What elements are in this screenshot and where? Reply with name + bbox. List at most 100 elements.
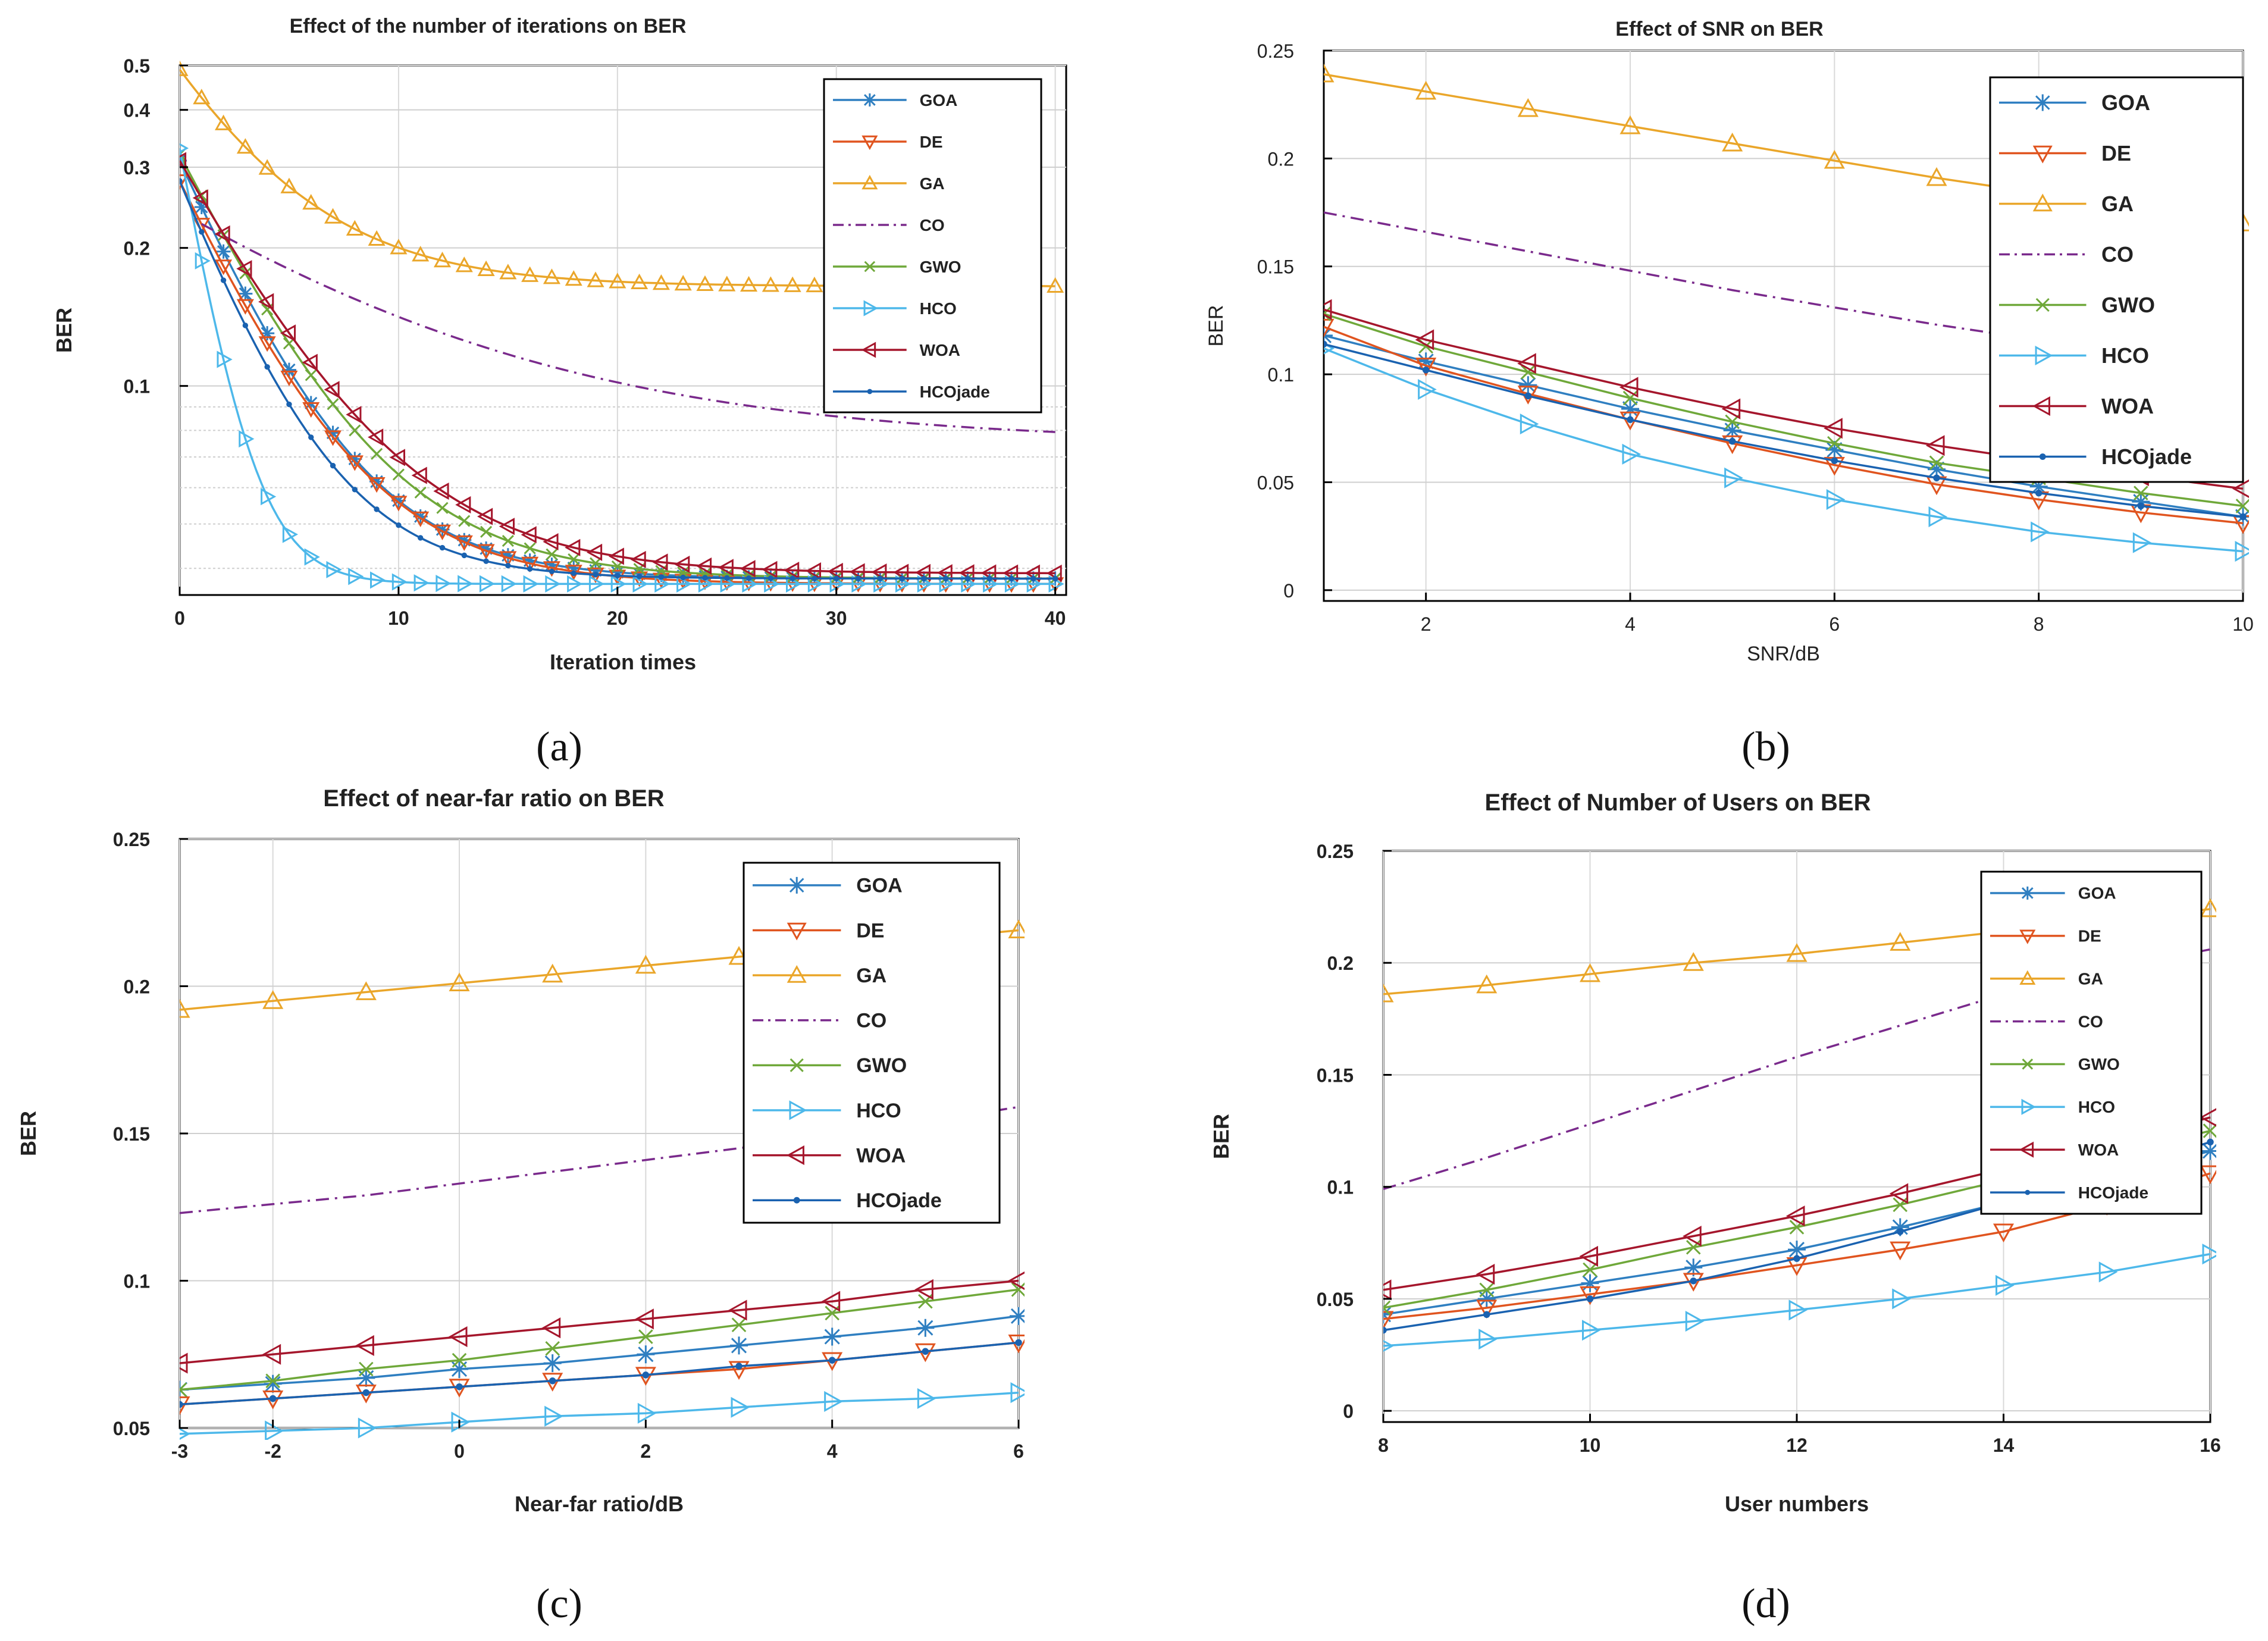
point-d-GOA-3 — [1684, 1258, 1703, 1277]
point-a-HCO-10 — [391, 573, 408, 591]
xtick-label-a-0: 0 — [174, 607, 185, 629]
line-b-GWO — [1324, 312, 2244, 508]
legend-label-a-WOA: WOA — [920, 341, 960, 359]
xtick-label-b-0: 2 — [1421, 613, 1431, 635]
point-a-GA-12 — [433, 252, 452, 268]
point-a-GA-23 — [674, 275, 692, 291]
point-a-HCOjade-20 — [615, 572, 621, 579]
point-d-WOA-1 — [1476, 1263, 1495, 1285]
point-a-DE-13 — [455, 535, 473, 552]
point-b-HCOjade-9 — [2239, 513, 2247, 521]
legend-label-b-CO: CO — [2101, 242, 2134, 267]
xtick-label-c-3: 2 — [640, 1440, 651, 1462]
point-d-GOA-5 — [1891, 1218, 1909, 1236]
point-a-HCO-13 — [458, 575, 474, 593]
point-a-WOA-3 — [236, 260, 252, 278]
point-d-WOA-8 — [2199, 1108, 2216, 1127]
point-a-WOA-12 — [433, 482, 449, 500]
point-a-GA-29 — [806, 276, 823, 293]
point-a-WOA-22 — [652, 553, 668, 571]
point-a-GA-25 — [718, 275, 736, 292]
point-a-HCOjade-37 — [986, 575, 992, 582]
point-a-HCOjade-23 — [680, 574, 686, 581]
point-d-WOA-5 — [1889, 1183, 1909, 1204]
point-b-GOA-2 — [1519, 376, 1537, 394]
point-a-DE-2 — [215, 259, 233, 275]
point-a-HCO-2 — [217, 350, 233, 368]
point-c-GOA-7 — [823, 1327, 841, 1346]
legend-label-b-GWO: GWO — [2101, 293, 2155, 317]
legend-box-b — [1989, 76, 2244, 483]
x-axis-label-a: Iteration times — [550, 650, 696, 674]
point-a-DE-8 — [346, 455, 364, 471]
legend-box-a — [823, 78, 1042, 414]
point-a-GWO-6 — [305, 369, 317, 381]
point-b-GA-5 — [1824, 149, 1845, 169]
point-a-HCOjade-29 — [812, 575, 817, 581]
point-d-HCO-5 — [1892, 1288, 1911, 1310]
ticks-b: 2 4 6 8 10 0 0.05 0.1 0.15 0.2 0.25 — [1257, 40, 2254, 635]
point-b-GA-0 — [1324, 63, 1335, 83]
point-b-WOA-3 — [1619, 377, 1639, 398]
series-HCO — [1383, 1244, 2216, 1352]
xtick-label-a-1: 10 — [388, 607, 409, 629]
point-a-HCO-19 — [588, 575, 605, 593]
ytick-label-b-5: 0.25 — [1257, 40, 1294, 62]
point-c-HCOjade-2 — [362, 1389, 370, 1396]
ytick-label-d-5: 0.25 — [1317, 841, 1354, 862]
point-a-HCO-7 — [326, 560, 342, 578]
point-a-GOA-7 — [325, 425, 340, 440]
point-b-WOA-9 — [2232, 479, 2249, 498]
point-a-DE-0 — [180, 174, 189, 190]
caption-b: (b) — [1741, 724, 1790, 770]
point-c-HCO-5 — [637, 1402, 657, 1424]
legend-label-a-CO: CO — [920, 216, 945, 234]
point-a-GA-15 — [499, 264, 517, 280]
point-a-WOA-11 — [411, 466, 427, 484]
chart-title-d: Effect of Number of Users on BER — [1485, 790, 1871, 816]
point-a-GOA-4 — [260, 326, 275, 341]
point-b-HCO-8 — [2132, 532, 2152, 553]
point-a-HCO-8 — [348, 568, 364, 585]
point-c-WOA-6 — [728, 1299, 747, 1321]
point-c-GOA-2 — [357, 1368, 375, 1387]
legend-label-c-GA: GA — [856, 964, 886, 987]
line-d-HCO — [1383, 1252, 2211, 1347]
point-b-HCOjade-2 — [1524, 392, 1532, 400]
ytick-label-b-4: 0.2 — [1268, 148, 1294, 170]
point-d-HCOjade-3 — [1690, 1277, 1697, 1285]
legend-label-a-GOA: GOA — [920, 91, 958, 109]
point-c-WOA-8 — [914, 1279, 933, 1300]
point-b-HCO-9 — [2235, 541, 2249, 562]
point-a-GOA-14 — [479, 541, 494, 556]
point-a-HCO-5 — [282, 525, 299, 543]
point-a-GA-14 — [477, 260, 495, 276]
point-c-GA-1 — [262, 990, 284, 1009]
point-b-GWO-3 — [1622, 390, 1638, 406]
xtick-label-d-4: 16 — [2200, 1435, 2221, 1456]
series-group-c — [180, 919, 1025, 1440]
legend-marker-c-WOA — [787, 1145, 804, 1166]
legend-marker-a-GOA — [863, 93, 876, 107]
point-d-HCO-8 — [2202, 1244, 2216, 1265]
xtick-label-b-3: 8 — [2034, 613, 2044, 635]
legend-label-b-WOA: WOA — [2101, 394, 2154, 418]
line-a-CO — [201, 223, 1055, 433]
ytick-label-c-2: 0.15 — [113, 1123, 150, 1145]
point-a-DE-6 — [302, 402, 320, 418]
point-a-WOA-13 — [455, 496, 471, 513]
legend-label-b-GA: GA — [2101, 192, 2134, 216]
point-a-WOA-4 — [258, 293, 274, 311]
series-GWO — [180, 1282, 1025, 1397]
legend-label-b-DE: DE — [2101, 141, 2131, 165]
point-d-GWO-2 — [1583, 1262, 1597, 1277]
point-d-GA-0 — [1383, 983, 1394, 1003]
legend-label-c-HCOjade: HCOjade — [856, 1189, 942, 1212]
point-b-GOA-1 — [1417, 352, 1435, 371]
xtick-label-c-4: 4 — [827, 1440, 838, 1462]
x-axis-label-c: Near-far ratio/dB — [515, 1492, 684, 1516]
legend-box-d — [1980, 870, 2203, 1215]
point-a-GWO-13 — [458, 515, 471, 527]
legend-marker-c-DE — [787, 922, 807, 941]
point-a-DE-9 — [368, 477, 386, 493]
